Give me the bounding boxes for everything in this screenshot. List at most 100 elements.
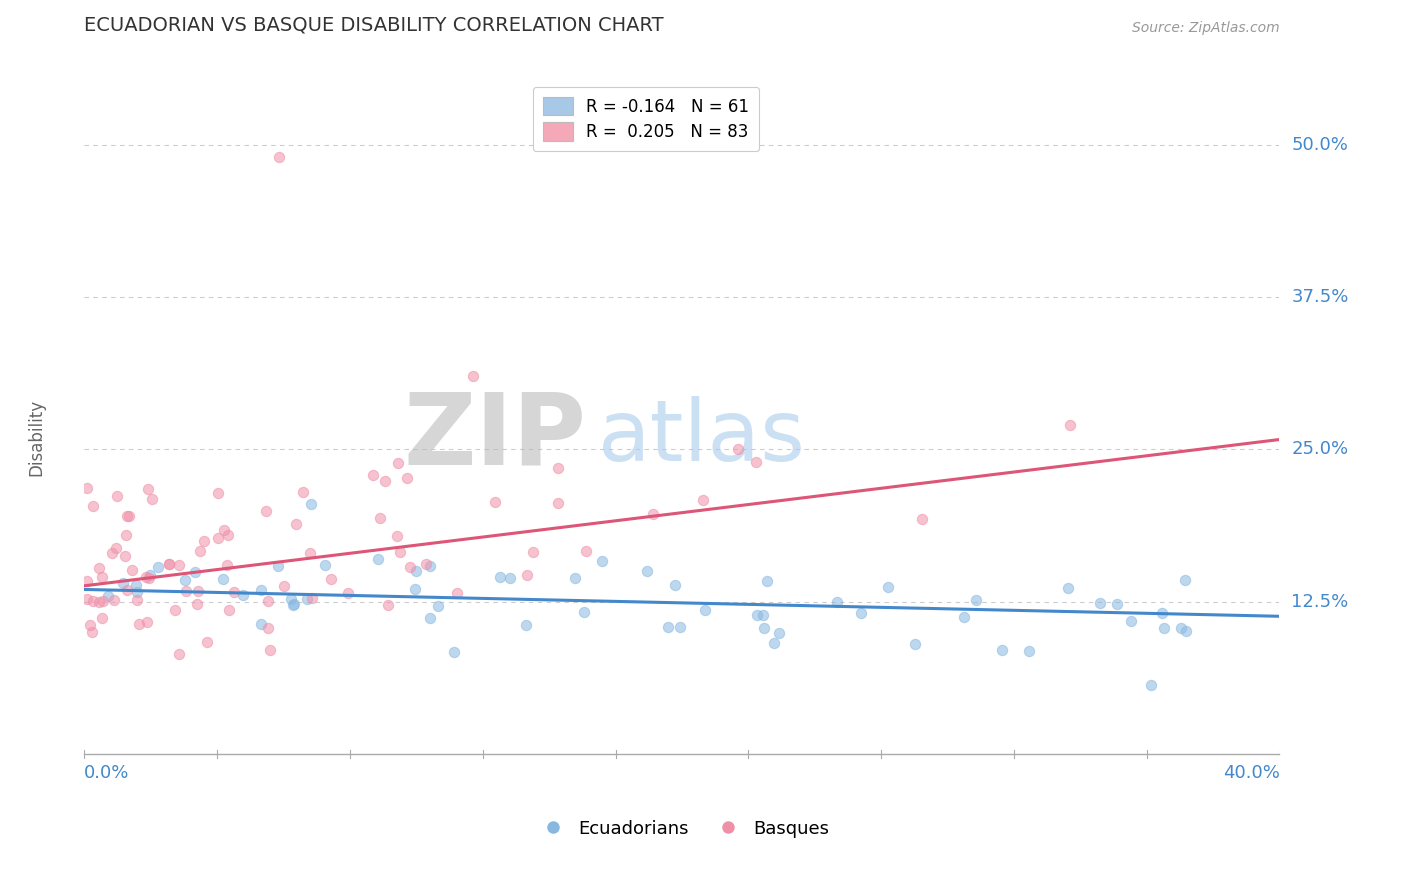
Point — [427, 599, 450, 613]
Text: 12.5%: 12.5% — [1292, 592, 1348, 611]
Point — [82, 593, 104, 607]
Point — [91, 610, 114, 624]
Point — [257, 594, 280, 608]
Text: Disability: Disability — [28, 399, 45, 475]
Point — [851, 606, 873, 620]
Point — [547, 496, 569, 510]
Point — [319, 572, 342, 586]
Point — [259, 643, 281, 657]
Point — [877, 580, 900, 594]
Point — [768, 626, 790, 640]
Point — [669, 620, 692, 634]
Point — [752, 621, 775, 635]
Point — [1018, 644, 1040, 658]
Text: atlas: atlas — [599, 395, 806, 479]
Point — [1059, 417, 1081, 432]
Point — [273, 579, 295, 593]
Point — [396, 471, 419, 485]
Point — [217, 558, 239, 572]
Point — [484, 495, 506, 509]
Point — [76, 574, 98, 589]
Point — [419, 558, 441, 573]
Point — [87, 561, 110, 575]
Point — [991, 643, 1014, 657]
Point — [280, 591, 302, 606]
Point — [664, 577, 686, 591]
Point — [387, 529, 409, 543]
Point — [904, 637, 927, 651]
Point — [105, 489, 128, 503]
Point — [1170, 621, 1192, 635]
Point — [91, 593, 114, 607]
Point — [419, 611, 441, 625]
Point — [121, 563, 143, 577]
Text: ECUADORIAN VS BASQUE DISABILITY CORRELATION CHART: ECUADORIAN VS BASQUE DISABILITY CORRELAT… — [84, 16, 664, 35]
Point — [222, 585, 245, 599]
Point — [157, 558, 180, 572]
Point — [267, 150, 290, 164]
Point — [190, 544, 212, 558]
Point — [636, 564, 658, 578]
Point — [218, 603, 240, 617]
Point — [641, 507, 664, 521]
Point — [141, 491, 163, 506]
Point — [404, 582, 426, 596]
Point — [367, 552, 389, 566]
Point — [187, 583, 209, 598]
Point — [207, 532, 229, 546]
Point — [1140, 678, 1163, 692]
Point — [295, 591, 318, 606]
Point — [368, 511, 391, 525]
Point — [763, 636, 786, 650]
Point — [299, 497, 322, 511]
Point — [299, 546, 322, 560]
Point — [572, 605, 595, 619]
Point — [169, 558, 191, 573]
Point — [657, 620, 679, 634]
Point — [387, 456, 409, 470]
Point — [115, 582, 138, 597]
Point — [515, 617, 537, 632]
Point — [127, 585, 149, 599]
Point — [953, 610, 976, 624]
Text: 40.0%: 40.0% — [1223, 764, 1279, 781]
Point — [591, 554, 613, 568]
Point — [254, 504, 277, 518]
Point — [1150, 606, 1173, 620]
Point — [174, 583, 197, 598]
Point — [461, 369, 484, 384]
Point — [250, 616, 273, 631]
Point — [232, 588, 254, 602]
Point — [136, 483, 159, 497]
Point — [217, 528, 239, 542]
Point — [498, 571, 520, 585]
Point — [114, 528, 136, 542]
Point — [103, 592, 125, 607]
Point — [693, 603, 716, 617]
Point — [114, 549, 136, 564]
Text: ZIP: ZIP — [404, 389, 586, 485]
Point — [76, 481, 98, 495]
Point — [965, 593, 987, 607]
Point — [1090, 596, 1112, 610]
Text: Source: ZipAtlas.com: Source: ZipAtlas.com — [1132, 21, 1279, 35]
Point — [214, 523, 236, 537]
Point — [138, 571, 160, 585]
Point — [489, 570, 512, 584]
Point — [377, 598, 399, 612]
Point — [745, 608, 768, 623]
Point — [399, 559, 422, 574]
Point — [281, 598, 304, 612]
Point — [1174, 573, 1197, 587]
Point — [101, 546, 124, 560]
Point — [195, 635, 218, 649]
Point — [125, 593, 148, 607]
Legend: Ecuadorians, Basques: Ecuadorians, Basques — [527, 813, 837, 845]
Point — [755, 574, 778, 588]
Point — [727, 442, 749, 457]
Point — [256, 622, 278, 636]
Point — [374, 474, 396, 488]
Point — [115, 508, 138, 523]
Point — [104, 541, 127, 556]
Point — [212, 572, 235, 586]
